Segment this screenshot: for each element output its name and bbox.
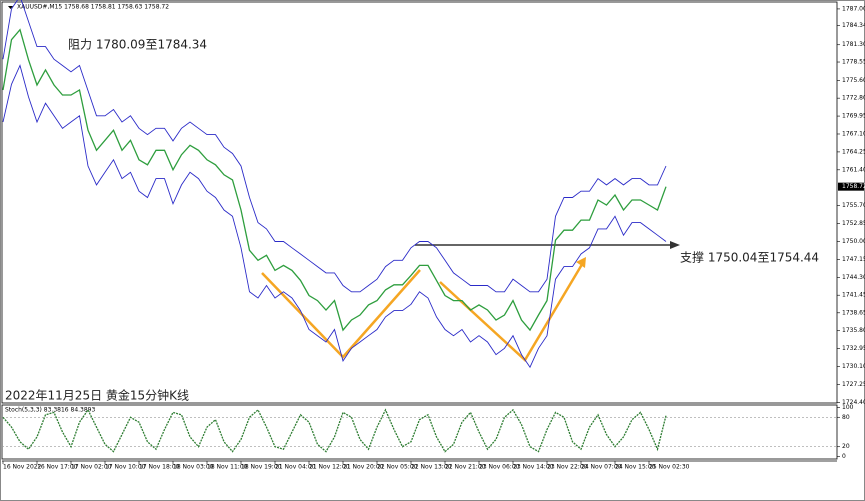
x-tick-label: 18 Nov 19:00: [241, 464, 282, 471]
y-tick-label: 0: [842, 453, 846, 460]
stoch-panel: [1, 404, 838, 460]
y-tick-label: 1735.80: [842, 327, 865, 334]
x-tick-label: 22 Nov 21:00: [445, 464, 486, 471]
annotation: 2022年11月25日 黄金15分钟K线: [5, 388, 189, 403]
x-tick-label: 16 Nov 2022: [3, 464, 42, 471]
y-tick-label: 1755.70: [842, 202, 865, 209]
price-panel: [1, 1, 838, 404]
y-tick-label: 1741.45: [842, 292, 865, 299]
y-tick-label: 1778.55: [842, 59, 865, 66]
y-tick-label: 1747.15: [842, 256, 865, 263]
y-tick-label: 20: [842, 443, 850, 450]
y-tick-label: 1732.95: [842, 345, 865, 352]
arrow-head: [670, 241, 680, 249]
x-tick-label: 17 Nov 18:00: [139, 464, 180, 471]
current-price-label: 1758.72: [842, 183, 865, 190]
y-tick-label: 1769.95: [842, 113, 865, 120]
x-tick-label: 22 Nov 05:00: [377, 464, 418, 471]
y-tick-label: 1767.10: [842, 130, 865, 137]
x-tick-label: 23 Nov 14:00: [513, 464, 554, 471]
chart-title: XAUUSD#,M15 1758.68 1758.81 1758.63 1758…: [17, 4, 169, 11]
x-tick-label: 17 Nov 02:00: [71, 464, 112, 471]
series-line: [2, 64, 667, 369]
y-tick-label: 1781.30: [842, 41, 865, 48]
y-tick-label: 1750.00: [842, 238, 865, 245]
y-tick-label: 1730.10: [842, 363, 865, 370]
y-tick-label: 1744.30: [842, 274, 865, 281]
v-pattern: [261, 269, 421, 359]
y-tick-label: 100: [842, 404, 854, 411]
y-tick-label: 1787.00: [842, 5, 865, 12]
x-tick-label: 25 Nov 02:30: [649, 464, 690, 471]
x-tick-label: 18 Nov 03:00: [173, 464, 214, 471]
y-tick-label: 1784.34: [842, 22, 865, 29]
x-tick-label: 24 Nov 15:00: [615, 464, 656, 471]
y-tick-label: 1761.40: [842, 166, 865, 173]
series-line: [2, 408, 667, 453]
arrow-head: [576, 257, 586, 268]
y-tick-label: 1727.25: [842, 381, 865, 388]
x-tick-label: 24 Nov 07:00: [581, 464, 622, 471]
annotation: 支撑 1750.04至1754.44: [680, 250, 819, 265]
current-price-box: [838, 182, 864, 191]
x-tick-label: 21 Nov 20:00: [343, 464, 384, 471]
x-tick-label: 23 Nov 22:00: [547, 464, 588, 471]
x-tick-label: 23 Nov 06:00: [479, 464, 520, 471]
menu-arrow: [8, 6, 13, 9]
y-tick-label: 1772.80: [842, 95, 865, 102]
x-tick-label: 18 Nov 11:00: [207, 464, 248, 471]
stoch-title: Stoch(5,3,3) 83.3816 84.3893: [5, 407, 96, 414]
y-tick-label: 1724.40: [842, 399, 865, 406]
x-tick-label: 16 Nov 17:00: [37, 464, 78, 471]
x-tick-label: 17 Nov 10:00: [105, 464, 146, 471]
series-line: [2, 28, 667, 332]
y-tick-label: 80: [842, 414, 850, 421]
x-tick-label: 21 Nov 04:00: [275, 464, 316, 471]
x-tick-label: 21 Nov 12:00: [309, 464, 350, 471]
series-line: [2, 0, 667, 293]
y-tick-label: 1752.85: [842, 220, 865, 227]
y-tick-label: 1738.65: [842, 309, 865, 316]
y-tick-label: 1775.60: [842, 77, 865, 84]
annotation: 阻力 1780.09至1784.34: [68, 38, 207, 52]
x-tick-label: 22 Nov 13:00: [411, 464, 452, 471]
y-tick-label: 1764.25: [842, 148, 865, 155]
